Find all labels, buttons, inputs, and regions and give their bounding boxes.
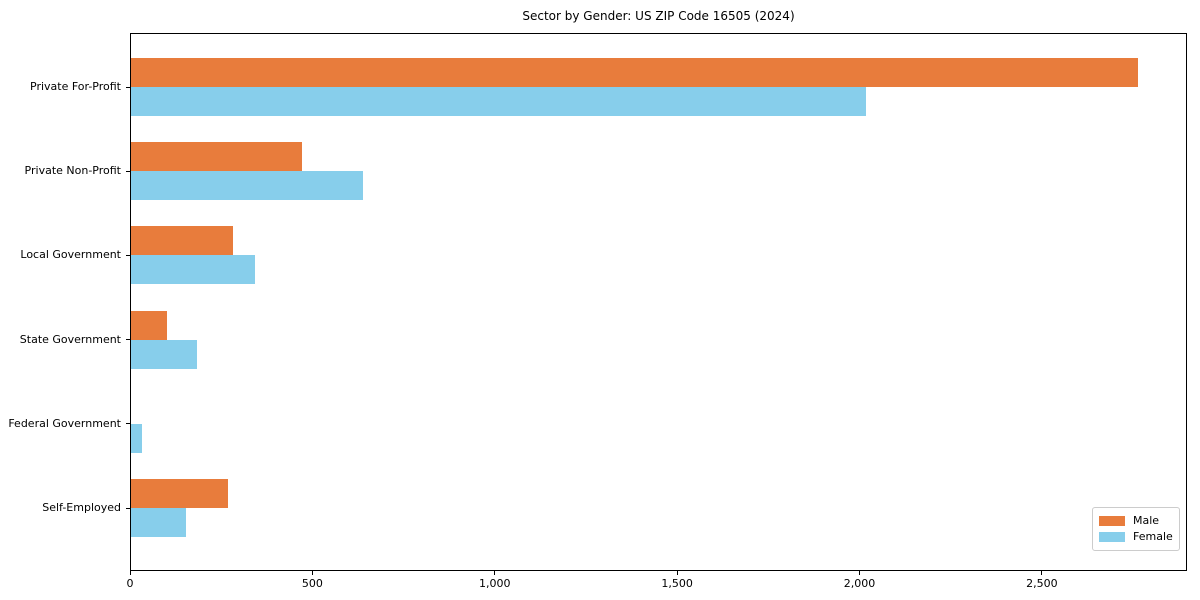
xtick-mark [311, 571, 313, 575]
chart-title: Sector by Gender: US ZIP Code 16505 (202… [522, 9, 795, 23]
ytick-mark [126, 507, 130, 509]
bar-female-private-non-profit [131, 171, 363, 201]
ytick-label-federal-government: Federal Government [8, 416, 121, 430]
legend-swatch-female [1099, 532, 1125, 543]
xtick-mark [858, 571, 860, 575]
ytick-mark [126, 339, 130, 341]
legend-swatch-male [1099, 515, 1125, 526]
xtick-label-500: 500 [301, 577, 323, 590]
bar-male-state-government [131, 310, 168, 340]
bar-male-private-for-profit [131, 58, 1138, 87]
legend-label-male: Male [1133, 513, 1160, 527]
plot-area [130, 33, 1187, 571]
xtick-mark [676, 571, 678, 575]
ytick-mark [126, 254, 130, 256]
legend-entry-female: Female [1099, 531, 1173, 543]
bar-female-private-for-profit [131, 87, 866, 116]
legend-entry-male: Male [1099, 513, 1173, 527]
ytick-mark [126, 423, 130, 425]
bar-female-local-government [131, 255, 255, 285]
ytick-label-local-government: Local Government [20, 248, 121, 262]
ytick-label-state-government: State Government [19, 332, 121, 346]
bar-male-self-employed [131, 479, 228, 508]
xtick-label-0: 0 [126, 577, 134, 590]
legend: Male Female [1092, 507, 1180, 551]
xtick-mark [129, 571, 131, 575]
xtick-label-1500: 1,500 [661, 577, 693, 590]
ytick-label-private-for-profit: Private For-Profit [30, 80, 121, 93]
bar-female-state-government [131, 339, 197, 369]
ytick-mark [126, 170, 130, 172]
xtick-label-2000: 2,000 [843, 577, 876, 590]
bar-male-local-government [131, 226, 234, 256]
ytick-mark [126, 86, 130, 88]
bar-female-self-employed [131, 508, 186, 537]
xtick-mark [1041, 571, 1043, 575]
ytick-label-private-non-profit: Private Non-Profit [24, 164, 121, 178]
xtick-label-1000: 1,000 [478, 577, 511, 590]
bar-female-federal-government [131, 423, 142, 453]
xtick-mark [494, 571, 496, 575]
ytick-label-self-employed: Self-Employed [42, 501, 121, 514]
xtick-label-2500: 2,500 [1026, 577, 1058, 590]
legend-label-female: Female [1133, 530, 1173, 544]
bar-male-private-non-profit [131, 142, 303, 172]
